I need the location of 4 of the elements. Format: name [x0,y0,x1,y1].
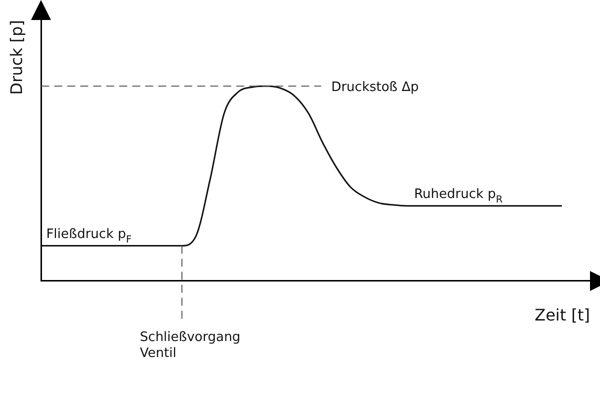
y-axis-title: Druck [p] [6,20,26,95]
x-axis-title: Zeit [t] [534,306,590,325]
text: Schließvorgang Ventil [140,330,240,361]
ref-line-label: Druckstoß Δp [331,80,419,96]
